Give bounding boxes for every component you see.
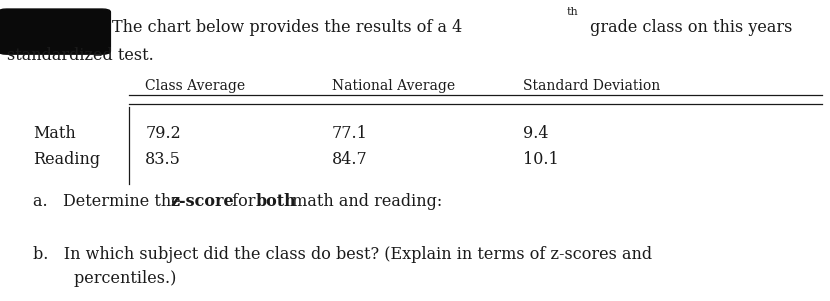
Text: 77.1: 77.1 <box>332 126 368 142</box>
Text: Math: Math <box>33 126 76 142</box>
Text: a.   Determine the: a. Determine the <box>33 193 186 210</box>
Text: 84.7: 84.7 <box>332 151 368 168</box>
Text: National Average: National Average <box>332 79 455 93</box>
Text: math and reading:: math and reading: <box>287 193 442 210</box>
Text: th: th <box>567 7 579 17</box>
Text: 9.4: 9.4 <box>523 126 549 142</box>
Text: for: for <box>227 193 261 210</box>
Text: 83.5: 83.5 <box>145 151 181 168</box>
Text: percentiles.): percentiles.) <box>33 270 177 287</box>
Text: b.   In which subject did the class do best? (Explain in terms of z-scores and: b. In which subject did the class do bes… <box>33 246 652 263</box>
Text: grade class on this years: grade class on this years <box>585 19 793 36</box>
Text: 79.2: 79.2 <box>145 126 181 142</box>
Text: 10.1: 10.1 <box>523 151 559 168</box>
Text: z-score: z-score <box>170 193 234 210</box>
Text: both: both <box>256 193 296 210</box>
Text: The chart below provides the results of a 4: The chart below provides the results of … <box>112 19 462 36</box>
Text: Reading: Reading <box>33 151 100 168</box>
Text: Class Average: Class Average <box>145 79 246 93</box>
FancyBboxPatch shape <box>0 9 110 54</box>
Text: standardized test.: standardized test. <box>7 47 154 64</box>
Text: Standard Deviation: Standard Deviation <box>523 79 660 93</box>
